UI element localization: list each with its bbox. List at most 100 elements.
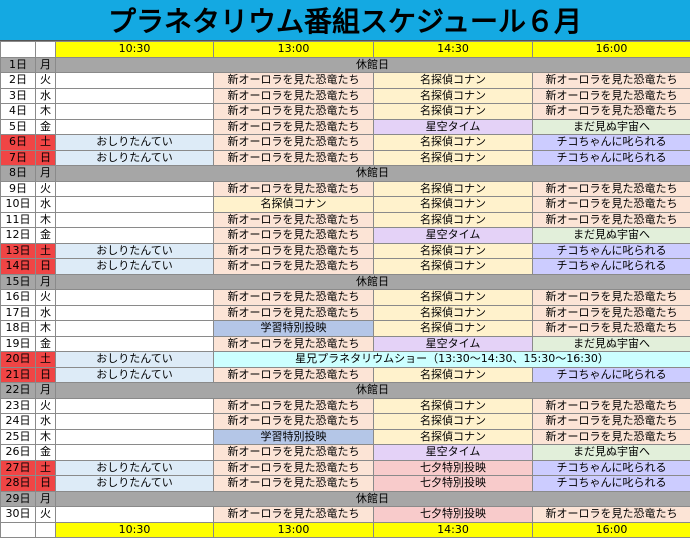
weekday-cell: 日 <box>36 259 56 275</box>
day-row: 23日火新オーロラを見た恐竜たち名探偵コナン新オーロラを見た恐竜たち <box>1 398 690 414</box>
empty-slot <box>56 290 214 306</box>
time-header-row: 10:30 13:00 14:30 16:00 <box>1 42 690 58</box>
day-row: 27日土おしりたんてい新オーロラを見た恐竜たち七夕特別投映チコちゃんに叱られる <box>1 460 690 476</box>
program-cell-osiri: おしりたんてい <box>56 367 214 383</box>
date-cell: 9日 <box>1 181 36 197</box>
date-cell: 19日 <box>1 336 36 352</box>
program-cell-aurora: 新オーロラを見た恐竜たち <box>533 429 690 445</box>
program-cell-aurora: 新オーロラを見た恐竜たち <box>214 150 374 166</box>
program-cell-chiko: チコちゃんに叱られる <box>533 259 690 275</box>
program-cell-conan: 名探偵コナン <box>374 398 533 414</box>
program-cell-aurora: 新オーロラを見た恐竜たち <box>533 212 690 228</box>
program-cell-osiri: おしりたんてい <box>56 243 214 259</box>
program-cell-conan: 名探偵コナン <box>374 259 533 275</box>
weekday-cell: 金 <box>36 119 56 135</box>
time-footer-cell: 13:00 <box>214 522 374 538</box>
weekday-cell: 火 <box>36 290 56 306</box>
weekday-cell: 火 <box>36 181 56 197</box>
date-cell: 22日 <box>1 383 36 399</box>
date-cell: 16日 <box>1 290 36 306</box>
program-cell-conan: 名探偵コナン <box>374 243 533 259</box>
program-cell-mada: まだ見ぬ宇宙へ <box>533 228 690 244</box>
program-cell-hoshi: 星兄プラネタリウムショー（13:30〜14:30、15:30〜16:30） <box>214 352 690 368</box>
program-cell-star: 星空タイム <box>374 336 533 352</box>
weekday-cell: 水 <box>36 414 56 430</box>
weekday-cell: 木 <box>36 212 56 228</box>
program-cell-aurora: 新オーロラを見た恐竜たち <box>533 181 690 197</box>
weekday-cell: 土 <box>36 135 56 151</box>
day-row: 9日火新オーロラを見た恐竜たち名探偵コナン新オーロラを見た恐竜たち <box>1 181 690 197</box>
program-cell-conan: 名探偵コナン <box>214 197 374 213</box>
date-cell: 26日 <box>1 445 36 461</box>
closed-label: 休館日 <box>56 166 690 182</box>
weekday-cell: 木 <box>36 321 56 337</box>
day-row: 24日水新オーロラを見た恐竜たち名探偵コナン新オーロラを見た恐竜たち <box>1 414 690 430</box>
empty-slot <box>56 104 214 120</box>
date-cell: 27日 <box>1 460 36 476</box>
empty-slot <box>56 445 214 461</box>
header-blank-date <box>1 42 36 58</box>
empty-slot <box>56 212 214 228</box>
date-cell: 10日 <box>1 197 36 213</box>
empty-slot <box>56 73 214 89</box>
program-cell-chiko: チコちゃんに叱られる <box>533 367 690 383</box>
program-cell-conan: 名探偵コナン <box>374 73 533 89</box>
day-row: 26日金新オーロラを見た恐竜たち星空タイムまだ見ぬ宇宙へ <box>1 445 690 461</box>
date-cell: 6日 <box>1 135 36 151</box>
program-cell-chiko: チコちゃんに叱られる <box>533 243 690 259</box>
program-cell-aurora: 新オーロラを見た恐竜たち <box>214 336 374 352</box>
time-header-1300: 13:00 <box>214 42 374 58</box>
footer-blank <box>1 522 36 538</box>
time-footer-cell: 16:00 <box>533 522 690 538</box>
day-row: 5日金新オーロラを見た恐竜たち星空タイムまだ見ぬ宇宙へ <box>1 119 690 135</box>
program-cell-star: 星空タイム <box>374 119 533 135</box>
program-cell-aurora: 新オーロラを見た恐竜たち <box>214 507 374 523</box>
program-cell-aurora: 新オーロラを見た恐竜たち <box>533 104 690 120</box>
program-cell-conan: 名探偵コナン <box>374 197 533 213</box>
day-row: 21日日おしりたんてい新オーロラを見た恐竜たち名探偵コナンチコちゃんに叱られる <box>1 367 690 383</box>
weekday-cell: 金 <box>36 445 56 461</box>
date-cell: 7日 <box>1 150 36 166</box>
weekday-cell: 土 <box>36 460 56 476</box>
program-cell-aurora: 新オーロラを見た恐竜たち <box>533 398 690 414</box>
day-row: 25日木学習特別投映名探偵コナン新オーロラを見た恐竜たち <box>1 429 690 445</box>
empty-slot <box>56 181 214 197</box>
date-cell: 20日 <box>1 352 36 368</box>
time-header-1600: 16:00 <box>533 42 690 58</box>
weekday-cell: 火 <box>36 507 56 523</box>
page-title: プラネタリウム番組スケジュール６月 <box>0 0 690 41</box>
weekday-cell: 土 <box>36 352 56 368</box>
program-cell-aurora: 新オーロラを見た恐竜たち <box>214 104 374 120</box>
program-cell-conan: 名探偵コナン <box>374 414 533 430</box>
date-cell: 13日 <box>1 243 36 259</box>
time-header-1430: 14:30 <box>374 42 533 58</box>
program-cell-conan: 名探偵コナン <box>374 88 533 104</box>
closed-label: 休館日 <box>56 383 690 399</box>
day-row: 12日金新オーロラを見た恐竜たち星空タイムまだ見ぬ宇宙へ <box>1 228 690 244</box>
program-cell-conan: 名探偵コナン <box>374 321 533 337</box>
closed-label: 休館日 <box>56 491 690 507</box>
day-row: 4日木新オーロラを見た恐竜たち名探偵コナン新オーロラを見た恐竜たち <box>1 104 690 120</box>
day-row: 6日土おしりたんてい新オーロラを見た恐竜たち名探偵コナンチコちゃんに叱られる <box>1 135 690 151</box>
date-cell: 25日 <box>1 429 36 445</box>
program-cell-aurora: 新オーロラを見た恐竜たち <box>214 460 374 476</box>
date-cell: 2日 <box>1 73 36 89</box>
program-cell-aurora: 新オーロラを見た恐竜たち <box>214 119 374 135</box>
date-cell: 14日 <box>1 259 36 275</box>
date-cell: 8日 <box>1 166 36 182</box>
weekday-cell: 日 <box>36 476 56 492</box>
day-row: 20日土おしりたんてい星兄プラネタリウムショー（13:30〜14:30、15:3… <box>1 352 690 368</box>
weekday-cell: 火 <box>36 398 56 414</box>
date-cell: 3日 <box>1 88 36 104</box>
program-cell-tana: 七夕特別投映 <box>374 507 533 523</box>
program-cell-conan: 名探偵コナン <box>374 212 533 228</box>
program-cell-conan: 名探偵コナン <box>374 305 533 321</box>
program-cell-tana: 七夕特別投映 <box>374 476 533 492</box>
empty-slot <box>56 88 214 104</box>
program-cell-aurora: 新オーロラを見た恐竜たち <box>214 290 374 306</box>
weekday-cell: 月 <box>36 383 56 399</box>
day-row: 13日土おしりたんてい新オーロラを見た恐竜たち名探偵コナンチコちゃんに叱られる <box>1 243 690 259</box>
day-row: 3日水新オーロラを見た恐竜たち名探偵コナン新オーロラを見た恐竜たち <box>1 88 690 104</box>
day-row: 10日水名探偵コナン名探偵コナン新オーロラを見た恐竜たち <box>1 197 690 213</box>
